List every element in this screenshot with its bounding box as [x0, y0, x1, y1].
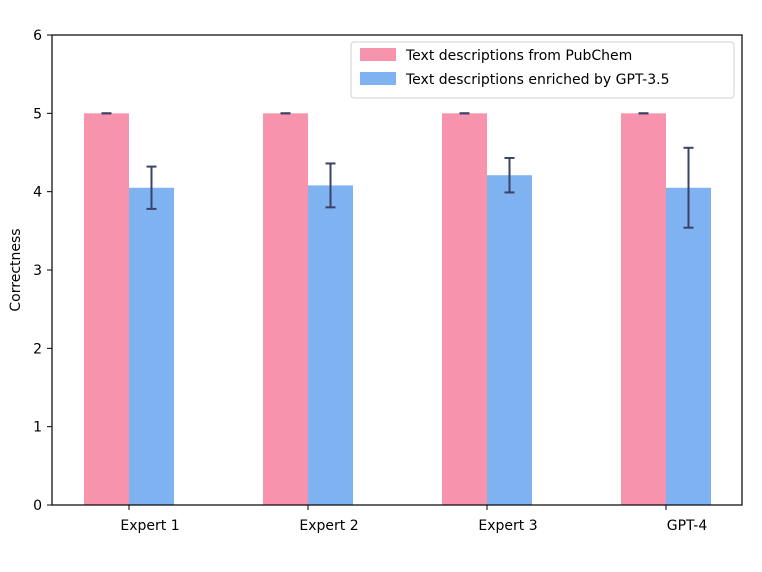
- x-tick-label-3: GPT-4: [667, 518, 708, 534]
- legend-label-pubchem: Text descriptions from PubChem: [405, 48, 632, 64]
- x-tick-label-1: Expert 2: [299, 518, 358, 534]
- y-tick-label-2: 2: [33, 341, 42, 357]
- x-tick-label-0: Expert 1: [120, 518, 179, 534]
- bar-gpt35-2: [487, 175, 532, 505]
- y-tick-label-6: 6: [33, 28, 42, 44]
- x-tick-label-2: Expert 3: [478, 518, 537, 534]
- legend: Text descriptions from PubChem Text desc…: [350, 41, 735, 99]
- bar-pubchem-2: [442, 113, 487, 505]
- bar-pubchem-3: [621, 113, 666, 505]
- bar-pubchem-0: [84, 113, 129, 505]
- y-axis-label: Correctness: [8, 228, 24, 311]
- y-tick-label-4: 4: [33, 185, 42, 201]
- legend-swatch-gpt35: [360, 72, 396, 85]
- error-bar-gpt35-1: [325, 162, 336, 209]
- y-tick-label-3: 3: [33, 263, 42, 279]
- x-axis: Expert 1 Expert 2 Expert 3 GPT-4: [120, 505, 707, 534]
- y-tick-label-5: 5: [33, 106, 42, 122]
- legend-box: [350, 41, 735, 99]
- error-bar-gpt35-0: [146, 165, 157, 210]
- bar-gpt35-0: [129, 187, 174, 505]
- legend-label-gpt35: Text descriptions enriched by GPT-3.5: [405, 72, 670, 88]
- error-bar-gpt35-2: [504, 156, 515, 194]
- y-tick-label-0: 0: [33, 498, 42, 514]
- legend-swatch-pubchem: [360, 48, 396, 61]
- bar-gpt35-1: [308, 185, 353, 505]
- error-bar-gpt35-3: [683, 146, 694, 229]
- bar-gpt35-3: [666, 187, 711, 505]
- bar-pubchem-1: [263, 113, 308, 505]
- bars-layer: [84, 113, 711, 505]
- error-bars-layer: [101, 112, 694, 229]
- y-axis: 0 1 2 3 4 5 6: [33, 28, 52, 514]
- y-tick-label-1: 1: [33, 420, 42, 436]
